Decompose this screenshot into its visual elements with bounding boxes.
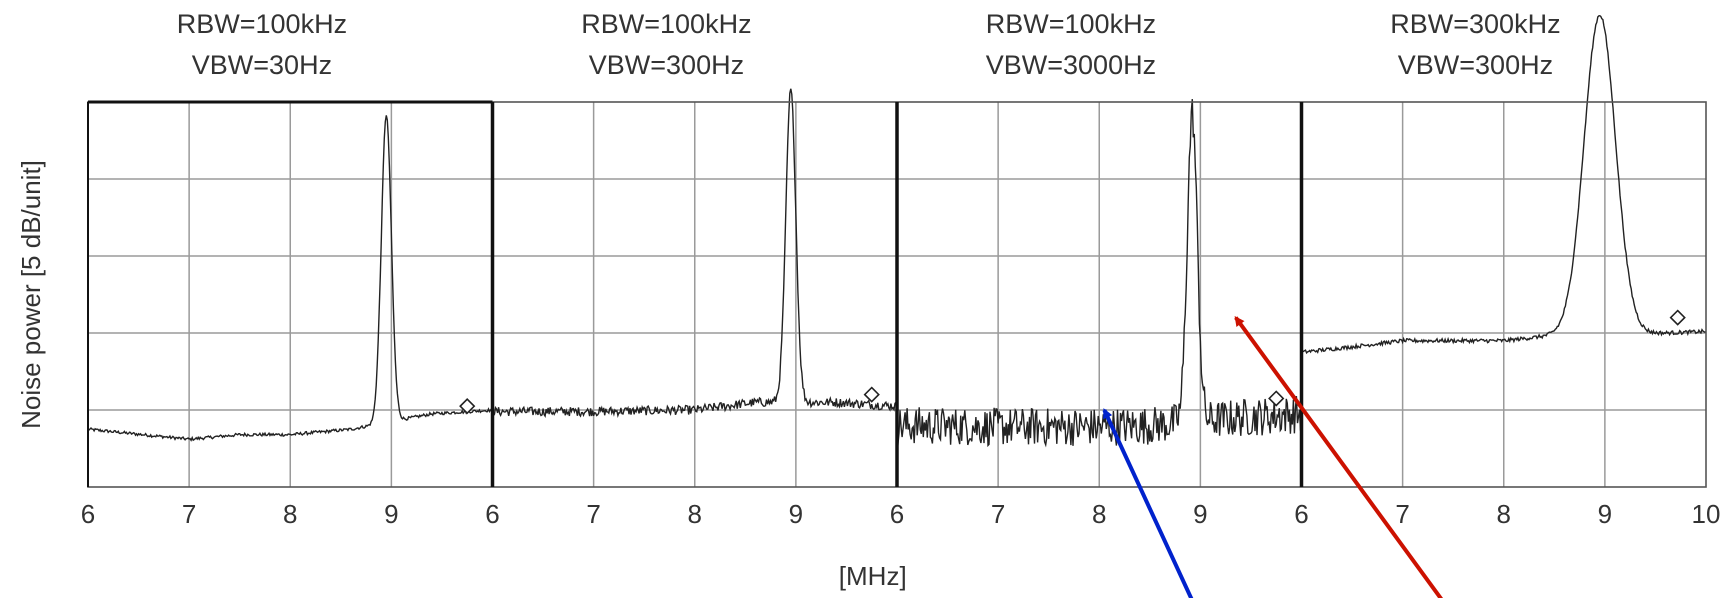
y-axis-label: Noise power [5 dB/unit] <box>16 160 46 429</box>
annotation-arrows <box>1102 315 1444 598</box>
x-tick-label: 9 <box>1598 499 1612 529</box>
panel-rbw-label: RBW=300kHz <box>1390 9 1560 39</box>
diamond-marker <box>1669 309 1686 326</box>
panel-rbw-label: RBW=100kHz <box>177 9 347 39</box>
panel-rbw-label: RBW=100kHz <box>581 9 751 39</box>
panel-rbw-label: RBW=100kHz <box>986 9 1156 39</box>
panel-vbw-label: VBW=30Hz <box>192 50 332 80</box>
panel-vbw-label: VBW=300Hz <box>589 50 744 80</box>
plot-frame <box>87 100 1707 488</box>
traces <box>87 14 1707 448</box>
panel-vbw-label: VBW=3000Hz <box>986 50 1156 80</box>
diamond-marker <box>863 386 880 403</box>
x-tick-label: 8 <box>688 499 702 529</box>
x-tick-label: 9 <box>384 499 398 529</box>
red-arrow <box>1234 315 1444 598</box>
x-tick-label: 9 <box>789 499 803 529</box>
x-tick-label: 6 <box>1294 499 1308 529</box>
x-tick-label: 10 <box>1692 499 1721 529</box>
x-tick-label: 9 <box>1193 499 1207 529</box>
x-tick-label: 6 <box>485 499 499 529</box>
labels: 6 7 8 9 RBW=100kHz VBW=30Hz 6 7 8 9 RBW=100kHz VBW=… <box>16 9 1720 591</box>
spectrum-trace <box>491 88 898 419</box>
x-tick-label: 7 <box>1395 499 1409 529</box>
spectrum-trace <box>87 115 493 442</box>
x-tick-label: 6 <box>81 499 95 529</box>
x-tick-label: 6 <box>890 499 904 529</box>
spectrum-trace <box>896 99 1303 448</box>
grid <box>88 102 1706 487</box>
blue-arrow <box>1102 408 1194 598</box>
diamond-marker <box>459 398 476 415</box>
x-tick-label: 8 <box>283 499 297 529</box>
spectrum-trace <box>1300 14 1707 355</box>
x-tick-label: 8 <box>1497 499 1511 529</box>
x-tick-label: 7 <box>182 499 196 529</box>
diamond-marker <box>1268 390 1285 407</box>
x-tick-label: 8 <box>1092 499 1106 529</box>
x-axis-label: [MHz] <box>839 561 907 591</box>
x-tick-label: 7 <box>991 499 1005 529</box>
panel-vbw-label: VBW=300Hz <box>1398 50 1553 80</box>
x-tick-label: 7 <box>586 499 600 529</box>
